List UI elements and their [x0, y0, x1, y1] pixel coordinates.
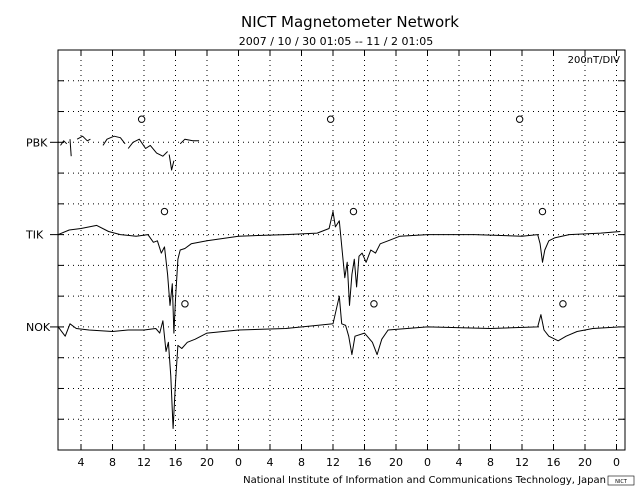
chart-subtitle: 2007 / 10 / 30 01:05 -- 11 / 2 01:05: [239, 35, 433, 48]
x-tick-label: 8: [109, 456, 116, 469]
x-tick-label: 0: [235, 456, 242, 469]
noon-markers: [137, 115, 567, 308]
trace-pbk: [102, 135, 126, 146]
x-tick-label: 8: [487, 456, 494, 469]
chart-title: NICT Magnetometer Network: [241, 13, 459, 31]
footer-credit: National Institute of Information and Co…: [243, 475, 606, 486]
station-label-nok: NOK: [26, 321, 51, 334]
station-label-tik: TIK: [25, 229, 44, 242]
x-tick-label: 4: [455, 456, 462, 469]
x-tick-label: 0: [424, 456, 431, 469]
trace-tik: [58, 211, 621, 334]
x-tick-label: 20: [200, 456, 214, 469]
x-tick-label: 0: [613, 456, 620, 469]
noon-marker-pbk: [326, 115, 335, 123]
x-tick-label: 16: [546, 456, 560, 469]
x-tick-label: 12: [326, 456, 340, 469]
scale-label: 200nT/DIV: [568, 55, 621, 66]
station-labels: PBK TIK NOK: [25, 136, 58, 334]
noon-marker-nok: [559, 300, 567, 308]
x-tick-label: 4: [266, 456, 273, 469]
noon-marker-pbk: [515, 115, 524, 123]
trace-pbk: [127, 138, 168, 157]
trace-pbk: [179, 138, 200, 145]
trace-nok: [57, 295, 621, 429]
x-tick-label: 16: [357, 456, 371, 469]
x-tick-label: 8: [298, 456, 305, 469]
noon-marker-tik: [160, 207, 169, 216]
noon-marker-tik: [538, 207, 547, 216]
logo-mark: [607, 475, 635, 486]
x-tick-label: 20: [389, 456, 403, 469]
logo-text: NICT: [615, 479, 628, 485]
x-tick-label: 12: [515, 456, 529, 469]
trace-pbk: [76, 135, 91, 142]
noon-marker-tik: [349, 207, 358, 216]
x-tick-label: 20: [578, 456, 592, 469]
plot-frame: [57, 49, 626, 451]
x-tick-label: 16: [168, 456, 182, 469]
x-ticks: 4 8 12 16 20 0 4 8 12 16 20 0 4 8 12 16 20 0: [77, 50, 620, 469]
trace-pbk: [60, 140, 68, 146]
station-traces: [57, 135, 621, 429]
x-tick-label: 4: [77, 456, 84, 469]
station-label-pbk: PBK: [26, 136, 48, 149]
noon-marker-nok: [370, 300, 378, 308]
y-ticks: [58, 80, 625, 420]
x-tick-label: 12: [137, 456, 151, 469]
grid-lines: [58, 50, 625, 450]
trace-pbk: [168, 154, 175, 171]
noon-marker-pbk: [137, 115, 146, 123]
noon-marker-nok: [181, 300, 189, 308]
trace-pbk: [69, 139, 72, 157]
